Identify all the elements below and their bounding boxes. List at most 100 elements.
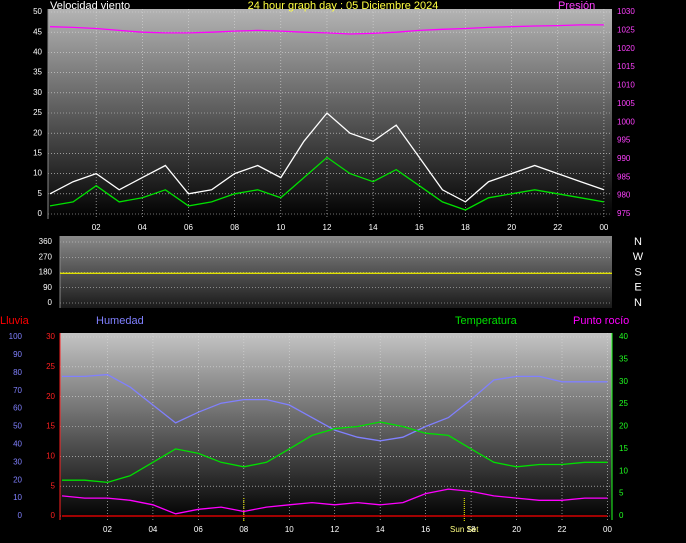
x-tick-label: 12 bbox=[323, 223, 332, 232]
header-text: 24 hour graph day : 05 Diciembre 2024 bbox=[248, 0, 439, 12]
y-tick-label: 45 bbox=[33, 27, 42, 36]
x-tick-label: 20 bbox=[507, 223, 516, 232]
header-text: Presión bbox=[558, 0, 595, 12]
annotation-label: Sun Set bbox=[450, 525, 479, 534]
plot-area bbox=[60, 236, 612, 308]
x-tick-label: 22 bbox=[558, 525, 567, 534]
y-tick-label: E bbox=[634, 282, 641, 294]
x-tick-label: 06 bbox=[194, 525, 203, 534]
y-tick-label: 40 bbox=[13, 440, 22, 449]
x-tick-label: 08 bbox=[239, 525, 248, 534]
x-tick-label: 08 bbox=[230, 223, 239, 232]
y-tick-label: 50 bbox=[13, 422, 22, 431]
y-tick-label: 0 bbox=[51, 511, 56, 520]
y-tick-label: 995 bbox=[617, 136, 631, 145]
x-tick-label: 14 bbox=[376, 525, 385, 534]
y-tick-label: 25 bbox=[46, 362, 55, 371]
y-tick-label: 1005 bbox=[617, 99, 635, 108]
y-tick-label: 20 bbox=[619, 422, 628, 431]
x-tick-label: 10 bbox=[276, 223, 285, 232]
x-tick-label: 00 bbox=[603, 525, 612, 534]
y-tick-label: 20 bbox=[33, 128, 42, 137]
y-tick-label: 0 bbox=[619, 511, 624, 520]
y-tick-label: 1000 bbox=[617, 117, 635, 126]
header-text: Velocidad viento bbox=[50, 0, 130, 12]
y-tick-label: 15 bbox=[46, 422, 55, 431]
y-tick-label: 1015 bbox=[617, 62, 635, 71]
y-tick-label: 0 bbox=[18, 511, 23, 520]
y-tick-label: 270 bbox=[39, 252, 53, 261]
y-tick-label: 30 bbox=[33, 88, 42, 97]
x-tick-label: 18 bbox=[467, 525, 476, 534]
y-tick-label: 990 bbox=[617, 154, 631, 163]
series-line bbox=[49, 156, 605, 211]
x-tick-label: 12 bbox=[330, 525, 339, 534]
y-tick-label: 60 bbox=[13, 404, 22, 413]
series-line bbox=[49, 112, 605, 203]
y-tick-label: 70 bbox=[13, 386, 22, 395]
x-tick-label: 04 bbox=[138, 223, 147, 232]
x-tick-label: 02 bbox=[92, 223, 101, 232]
y-tick-label: 15 bbox=[619, 444, 628, 453]
y-tick-label: 5 bbox=[51, 481, 56, 490]
series-name: Punto rocío bbox=[573, 315, 629, 327]
y-tick-label: 15 bbox=[33, 149, 42, 158]
y-tick-label: 10 bbox=[33, 169, 42, 178]
y-tick-label: 90 bbox=[43, 283, 52, 292]
y-tick-label: N bbox=[634, 236, 642, 248]
x-tick-label: 20 bbox=[512, 525, 521, 534]
y-tick-label: 35 bbox=[619, 354, 628, 363]
series-line bbox=[61, 488, 608, 515]
y-tick-label: 30 bbox=[13, 457, 22, 466]
x-tick-label: 02 bbox=[103, 525, 112, 534]
y-tick-label: 985 bbox=[617, 172, 631, 181]
series-name: Temperatura bbox=[455, 315, 518, 327]
y-tick-label: 25 bbox=[33, 108, 42, 117]
y-tick-label: 80 bbox=[13, 368, 22, 377]
x-tick-label: 14 bbox=[369, 223, 378, 232]
y-tick-label: 1020 bbox=[617, 44, 635, 53]
y-tick-label: 1010 bbox=[617, 81, 635, 90]
series-line bbox=[62, 373, 608, 442]
y-tick-label: 5 bbox=[619, 489, 624, 498]
y-tick-label: 35 bbox=[33, 68, 42, 77]
y-tick-label: 40 bbox=[33, 48, 42, 57]
x-tick-label: 16 bbox=[415, 223, 424, 232]
x-tick-label: 10 bbox=[285, 525, 294, 534]
y-tick-label: 20 bbox=[13, 475, 22, 484]
y-tick-label: 50 bbox=[33, 7, 42, 16]
series-name: Lluvia bbox=[0, 315, 30, 327]
y-tick-label: 25 bbox=[619, 399, 628, 408]
y-tick-label: 10 bbox=[46, 451, 55, 460]
y-tick-label: 5 bbox=[38, 189, 43, 198]
y-tick-label: N bbox=[634, 297, 642, 309]
y-tick-label: 100 bbox=[9, 332, 23, 341]
y-tick-label: 0 bbox=[38, 209, 43, 218]
x-tick-label: 16 bbox=[421, 525, 430, 534]
y-tick-label: 20 bbox=[46, 392, 55, 401]
y-tick-label: 30 bbox=[619, 377, 628, 386]
y-tick-label: 40 bbox=[619, 332, 628, 341]
x-tick-label: 04 bbox=[148, 525, 157, 534]
y-tick-label: 30 bbox=[46, 332, 55, 341]
x-tick-label: 06 bbox=[184, 223, 193, 232]
series-line bbox=[62, 421, 608, 484]
y-tick-label: 1025 bbox=[617, 25, 635, 34]
plot-area bbox=[48, 9, 612, 219]
y-tick-label: 10 bbox=[619, 466, 628, 475]
y-tick-label: 0 bbox=[48, 298, 53, 307]
series-name: Humedad bbox=[96, 315, 144, 327]
y-tick-label: 980 bbox=[617, 191, 631, 200]
y-tick-label: S bbox=[634, 266, 641, 278]
y-tick-label: 1030 bbox=[617, 7, 635, 16]
y-tick-label: 975 bbox=[617, 209, 631, 218]
y-tick-label: 10 bbox=[13, 493, 22, 502]
x-tick-label: 00 bbox=[599, 223, 608, 232]
y-tick-label: W bbox=[633, 251, 644, 263]
x-tick-label: 22 bbox=[553, 223, 562, 232]
series-line bbox=[49, 24, 604, 35]
y-tick-label: 360 bbox=[39, 237, 53, 246]
x-tick-label: 18 bbox=[461, 223, 470, 232]
y-tick-label: 180 bbox=[39, 268, 53, 277]
